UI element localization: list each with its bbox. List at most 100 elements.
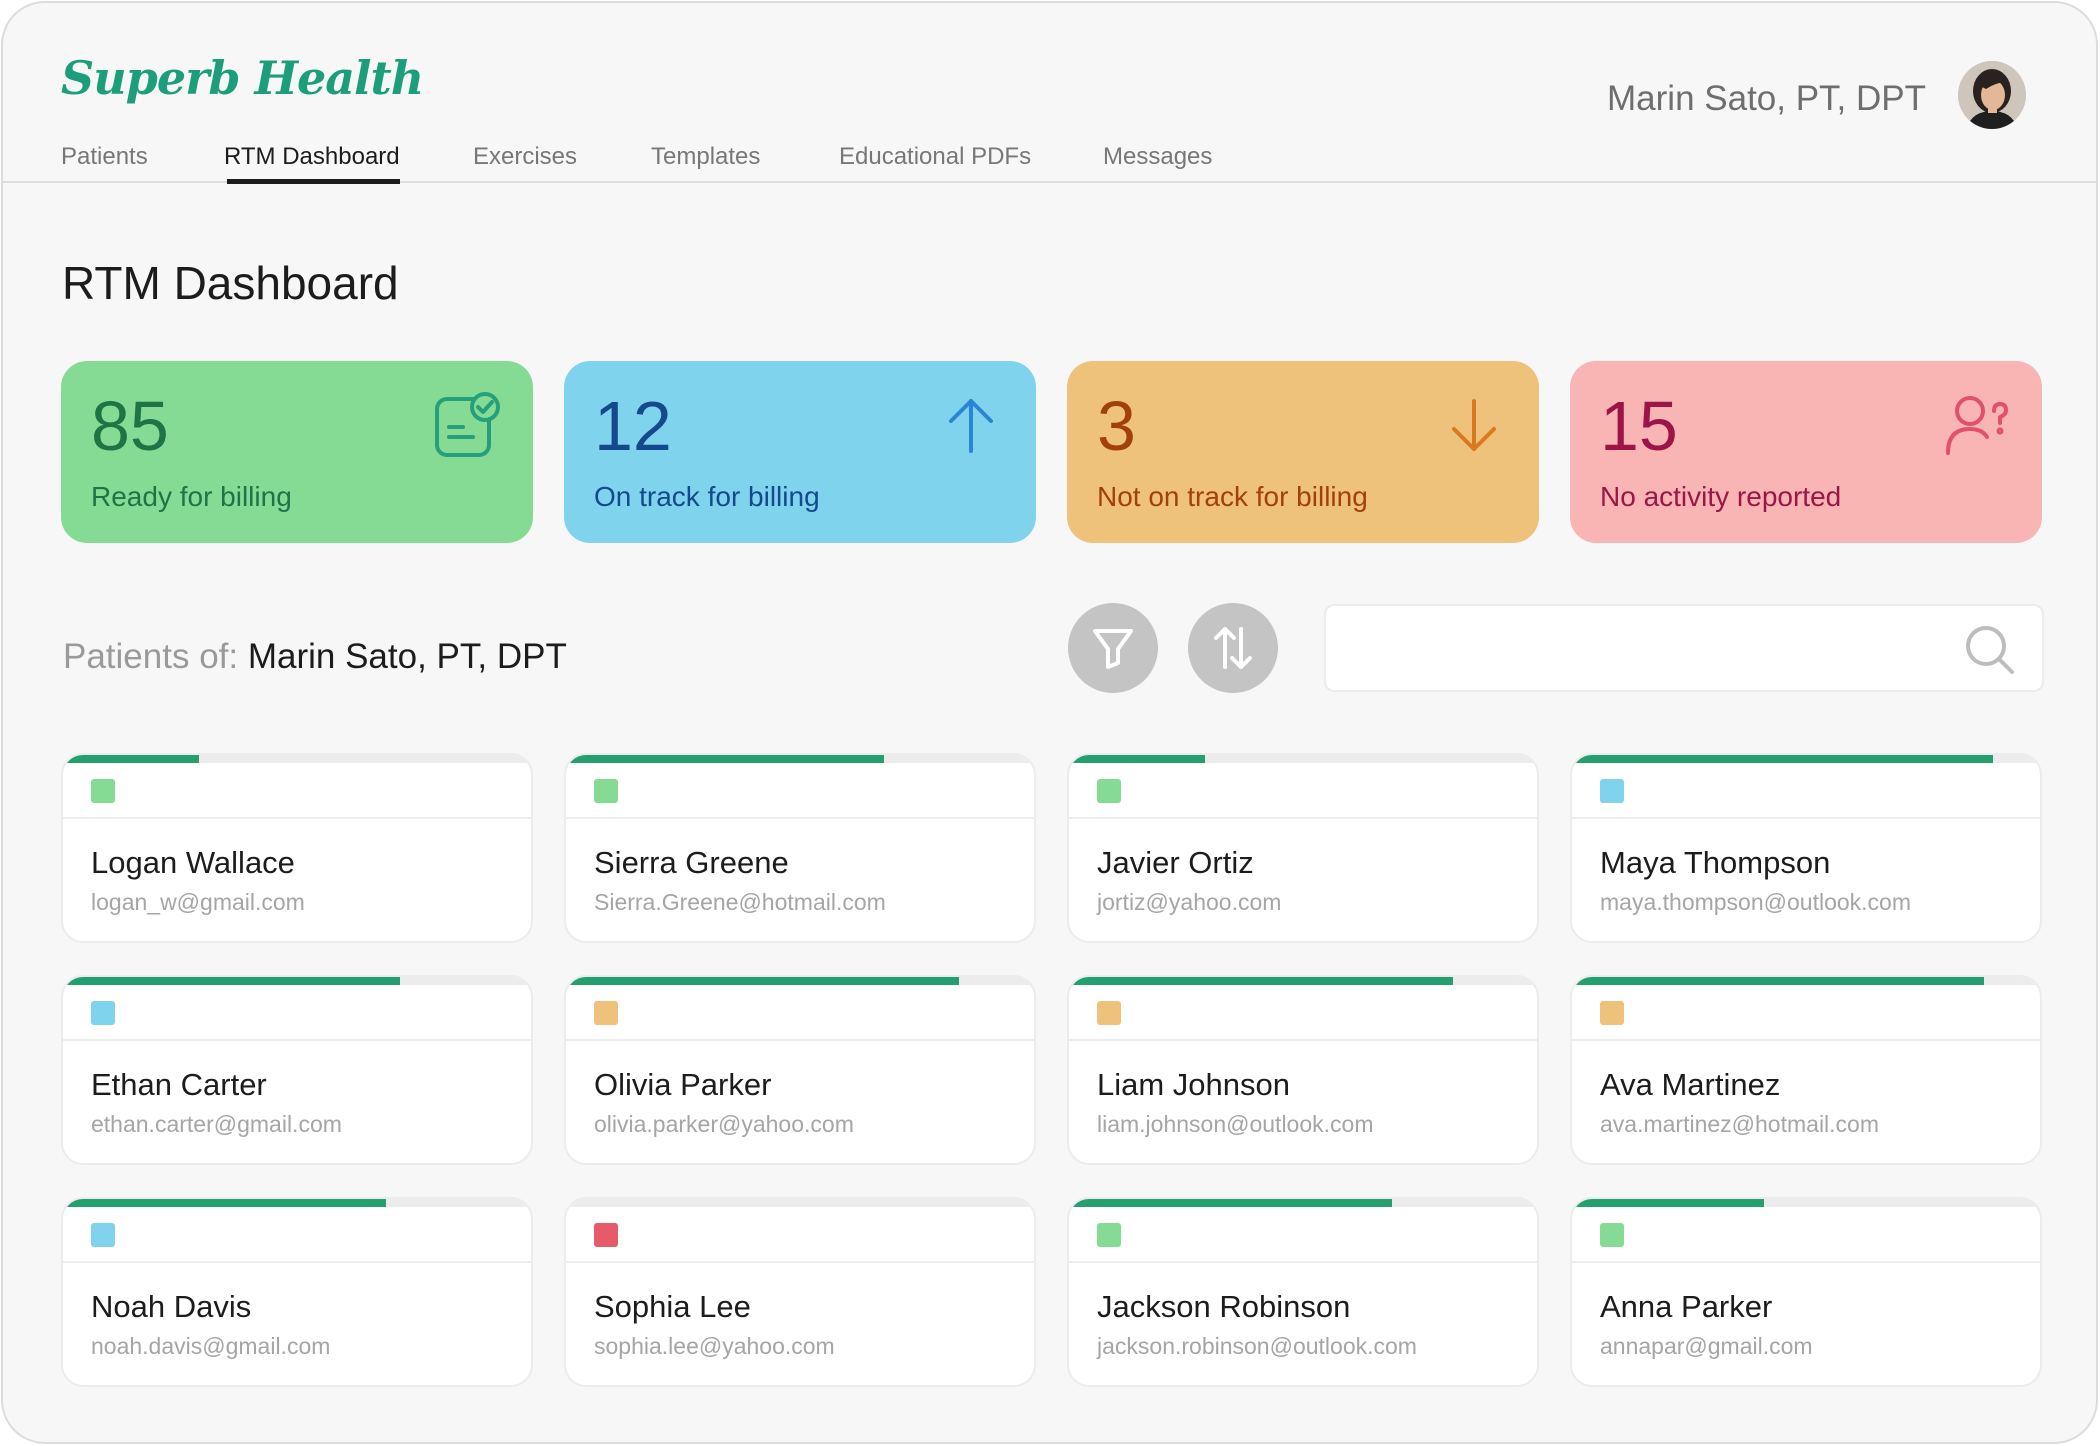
- filter-icon: [1093, 629, 1133, 669]
- patient-card[interactable]: Ethan Carter ethan.carter@gmail.com: [61, 975, 533, 1165]
- patient-email: sophia.lee@yahoo.com: [594, 1333, 835, 1359]
- nav-tab-templates[interactable]: Templates: [651, 143, 761, 170]
- stat-card-on-track-for-billing[interactable]: 12 On track for billing: [564, 361, 1036, 543]
- patient-name: Ethan Carter: [91, 1067, 267, 1102]
- progress-fill: [1069, 1199, 1392, 1207]
- progress-track: [63, 1199, 531, 1207]
- patient-card[interactable]: Maya Thompson maya.thompson@outlook.com: [1570, 753, 2042, 943]
- patient-name: Logan Wallace: [91, 845, 295, 880]
- page-title: RTM Dashboard: [62, 257, 399, 309]
- nav-tab-rtm-dashboard[interactable]: RTM Dashboard: [224, 143, 400, 184]
- user-question-icon: [1942, 391, 2012, 461]
- progress-track: [1572, 1199, 2040, 1207]
- status-indicator: [594, 779, 618, 803]
- card-divider: [566, 1039, 1034, 1041]
- patient-card[interactable]: Jackson Robinson jackson.robinson@outlook…: [1067, 1197, 1539, 1387]
- patient-card[interactable]: Noah Davis noah.davis@gmail.com: [61, 1197, 533, 1387]
- search-box[interactable]: [1324, 604, 2044, 692]
- sort-icon: [1214, 627, 1252, 669]
- arrow-down-icon: [1439, 391, 1509, 461]
- patient-name: Ava Martinez: [1600, 1067, 1781, 1102]
- card-divider: [566, 1261, 1034, 1263]
- patient-card[interactable]: Ava Martinez ava.martinez@hotmail.com: [1570, 975, 2042, 1165]
- patient-email: ethan.carter@gmail.com: [91, 1111, 342, 1137]
- patient-name: Sierra Greene: [594, 845, 789, 880]
- progress-track: [566, 977, 1034, 985]
- patient-card[interactable]: Olivia Parker olivia.parker@yahoo.com: [564, 975, 1036, 1165]
- sort-button[interactable]: [1188, 603, 1278, 693]
- patients-of-provider: Marin Sato, PT, DPT: [247, 637, 567, 676]
- card-divider: [63, 817, 531, 819]
- patient-name: Olivia Parker: [594, 1067, 772, 1102]
- patient-email: maya.thompson@outlook.com: [1600, 889, 1911, 915]
- stat-card-ready-for-billing[interactable]: 85 Ready for billing: [61, 361, 533, 543]
- stat-label: On track for billing: [594, 481, 820, 512]
- progress-fill: [63, 977, 400, 985]
- card-divider: [1069, 1039, 1537, 1041]
- patient-card[interactable]: Sophia Lee sophia.lee@yahoo.com: [564, 1197, 1036, 1387]
- status-indicator: [1600, 1223, 1624, 1247]
- avatar-photo: [1958, 61, 2026, 129]
- user-name[interactable]: Marin Sato, PT, DPT: [1607, 79, 1926, 118]
- nav-tab-patients[interactable]: Patients: [61, 143, 148, 170]
- patient-card[interactable]: Anna Parker annapar@gmail.com: [1570, 1197, 2042, 1387]
- stat-label: Not on track for billing: [1097, 481, 1368, 512]
- card-divider: [1069, 1261, 1537, 1263]
- card-divider: [566, 817, 1034, 819]
- patient-name: Javier Ortiz: [1097, 845, 1254, 880]
- progress-fill: [63, 1199, 386, 1207]
- progress-track: [566, 755, 1034, 763]
- patient-name: Noah Davis: [91, 1289, 252, 1324]
- progress-fill: [1069, 977, 1453, 985]
- patient-email: jackson.robinson@outlook.com: [1097, 1333, 1417, 1359]
- stat-value: 3: [1097, 387, 1136, 465]
- patient-email: liam.johnson@outlook.com: [1097, 1111, 1374, 1137]
- patient-email: jortiz@yahoo.com: [1097, 889, 1282, 915]
- card-divider: [1572, 817, 2040, 819]
- nav-tab-educational-pdfs[interactable]: Educational PDFs: [839, 143, 1032, 170]
- patient-email: ava.martinez@hotmail.com: [1600, 1111, 1879, 1137]
- nav-tab-exercises[interactable]: Exercises: [473, 143, 578, 170]
- progress-fill: [1572, 755, 1994, 763]
- stat-card-no-activity-reported[interactable]: 15 No activity reported: [1570, 361, 2042, 543]
- search-icon[interactable]: [1964, 624, 2016, 676]
- top-header: Superb Health Patients RTM Dashboard Exe…: [3, 3, 2096, 184]
- status-indicator: [1600, 779, 1624, 803]
- progress-fill: [566, 755, 885, 763]
- progress-track: [1069, 755, 1537, 763]
- patient-card[interactable]: Logan Wallace logan_w@gmail.com: [61, 753, 533, 943]
- patient-card[interactable]: Sierra Greene Sierra.Greene@hotmail.com: [564, 753, 1036, 943]
- progress-fill: [1572, 977, 1984, 985]
- patient-email: logan_w@gmail.com: [91, 889, 305, 915]
- patients-of-heading: Patients of: Marin Sato, PT, DPT: [63, 637, 567, 677]
- nav-tab-messages[interactable]: Messages: [1103, 143, 1213, 170]
- patient-name: Maya Thompson: [1600, 845, 1831, 880]
- avatar[interactable]: [1958, 61, 2026, 129]
- status-indicator: [1600, 1001, 1624, 1025]
- card-divider: [1572, 1039, 2040, 1041]
- stat-value: 12: [594, 387, 672, 465]
- status-indicator: [91, 1001, 115, 1025]
- card-divider: [1069, 817, 1537, 819]
- card-divider: [63, 1039, 531, 1041]
- filter-button[interactable]: [1068, 603, 1158, 693]
- progress-fill: [1069, 755, 1205, 763]
- arrow-up-icon: [936, 391, 1006, 461]
- patient-card[interactable]: Javier Ortiz jortiz@yahoo.com: [1067, 753, 1539, 943]
- progress-fill: [566, 977, 960, 985]
- progress-track: [63, 977, 531, 985]
- card-divider: [1572, 1261, 2040, 1263]
- app-logo[interactable]: Superb Health: [61, 51, 424, 105]
- patient-name: Liam Johnson: [1097, 1067, 1291, 1102]
- patient-email: annapar@gmail.com: [1600, 1333, 1813, 1359]
- status-indicator: [1097, 1223, 1121, 1247]
- patient-name: Anna Parker: [1600, 1289, 1773, 1324]
- status-indicator: [91, 779, 115, 803]
- status-indicator: [1097, 779, 1121, 803]
- status-indicator: [1097, 1001, 1121, 1025]
- stat-card-not-on-track-for-billing[interactable]: 3 Not on track for billing: [1067, 361, 1539, 543]
- patient-card[interactable]: Liam Johnson liam.johnson@outlook.com: [1067, 975, 1539, 1165]
- patient-email: olivia.parker@yahoo.com: [594, 1111, 854, 1137]
- search-input[interactable]: [1346, 620, 1946, 676]
